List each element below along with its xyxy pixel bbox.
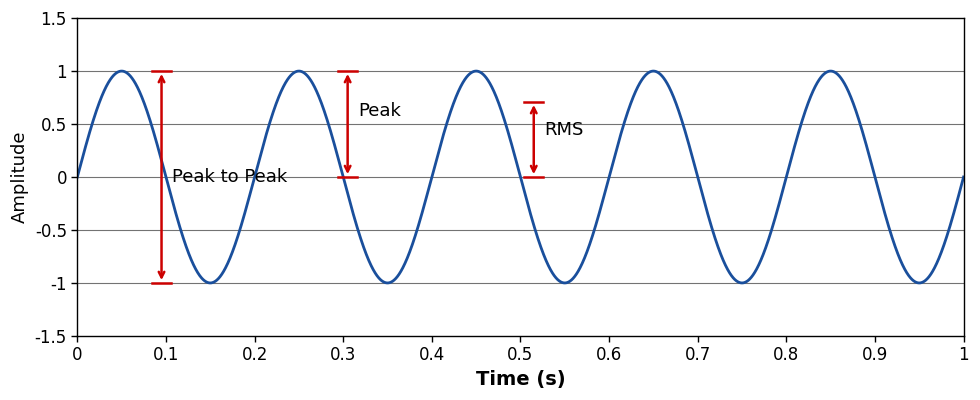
Text: RMS: RMS: [544, 122, 584, 140]
X-axis label: Time (s): Time (s): [475, 370, 565, 389]
Text: Peak: Peak: [359, 102, 401, 120]
Text: Peak to Peak: Peak to Peak: [172, 168, 287, 186]
Y-axis label: Amplitude: Amplitude: [11, 131, 29, 223]
